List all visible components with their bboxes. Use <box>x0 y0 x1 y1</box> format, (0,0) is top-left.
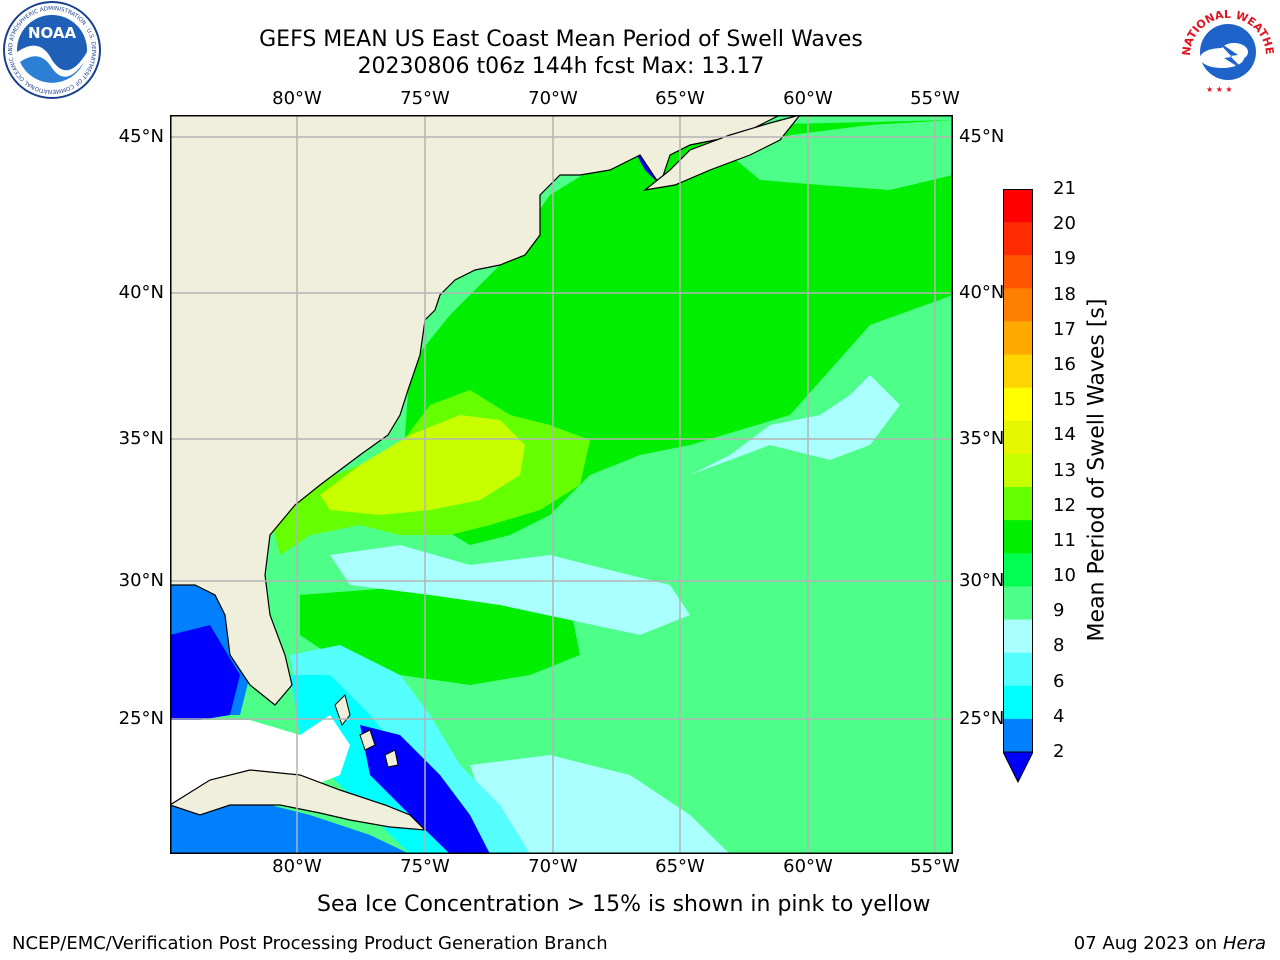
colorbar-level-label: 9 <box>1053 600 1065 622</box>
colorbar-level-label: 17 <box>1053 318 1076 340</box>
lat-label-left: 45°N <box>118 126 164 147</box>
colorbar-level-label: 21 <box>1053 178 1076 199</box>
colorbar-under-arrow <box>1003 751 1033 784</box>
colorbar-band <box>1003 222 1033 256</box>
colorbar-band <box>1003 586 1033 621</box>
ocean-swell-8-9s-east <box>690 375 900 475</box>
sea-ice-note: Sea Ice Concentration > 15% is shown in … <box>317 892 931 917</box>
lat-label-left: 40°N <box>118 282 164 303</box>
lat-lon-grid <box>170 115 953 854</box>
footer-date: 07 Aug 2023 on Hera <box>1074 933 1266 954</box>
colorbar-frame <box>1003 189 1033 753</box>
colorbar-band <box>1003 685 1033 720</box>
colorbar-level-label: 6 <box>1053 670 1065 692</box>
lon-label-top: 75°W <box>400 88 450 109</box>
colorbar-level-label: 13 <box>1053 459 1076 481</box>
colorbar-band <box>1003 619 1033 654</box>
ocean-swell-12-13s <box>320 415 525 515</box>
ocean-swell-8-9s-central <box>330 545 690 635</box>
footer-host: Hera <box>1222 933 1266 954</box>
nws-logo: NATIONAL WEATHER SERVICE ★ ★ ★ <box>1176 0 1276 98</box>
lon-label-top: 80°W <box>272 88 322 109</box>
colorbar-level-label: 12 <box>1053 494 1076 516</box>
ocean-swell-8-9s-south <box>470 755 730 854</box>
lat-label-right: 25°N <box>959 708 1005 729</box>
colorbar-level-label: 2 <box>1053 741 1065 762</box>
lat-label-right: 40°N <box>959 282 1005 303</box>
colorbar <box>1003 189 1033 784</box>
lon-label-bottom: 75°W <box>400 856 450 877</box>
noaa-logo-text: NOAA <box>28 24 77 42</box>
lon-label-top: 60°W <box>783 88 833 109</box>
colorbar-title: Mean Period of Swell Waves [s] <box>1084 298 1110 642</box>
land-nova-scotia <box>642 115 801 191</box>
lat-label-right: 30°N <box>959 570 1005 591</box>
colorbar-band <box>1003 321 1033 356</box>
map-title: GEFS MEAN US East Coast Mean Period of S… <box>259 27 863 52</box>
lon-label-top: 65°W <box>655 88 705 109</box>
colorbar-band <box>1003 420 1033 455</box>
lat-label-left: 25°N <box>118 708 164 729</box>
colorbar-level-label: 16 <box>1053 353 1076 375</box>
colorbar-level-label: 10 <box>1053 565 1076 587</box>
colorbar-band <box>1003 354 1033 389</box>
lon-label-bottom: 70°W <box>528 856 578 877</box>
noaa-logo: NATIONAL OCEANIC AND ATMOSPHERIC ADMINIS… <box>0 0 101 99</box>
colorbar-level-label: 18 <box>1053 283 1076 305</box>
colorbar-level-label: 14 <box>1053 424 1076 446</box>
colorbar-level-label: 8 <box>1053 635 1065 657</box>
colorbar-band <box>1003 288 1033 322</box>
colorbar-band <box>1003 189 1033 223</box>
caribbean-swell-low <box>170 795 410 854</box>
colorbar-level-label: 19 <box>1053 248 1076 270</box>
lon-label-bottom: 65°W <box>655 856 705 877</box>
lon-label-top: 55°W <box>910 88 960 109</box>
lat-label-right: 35°N <box>959 428 1005 449</box>
footer-date-text: 07 Aug 2023 on <box>1073 933 1218 954</box>
colorbar-level-label: 11 <box>1053 529 1076 551</box>
lat-label-left: 35°N <box>118 428 164 449</box>
lon-label-top: 70°W <box>528 88 578 109</box>
lon-label-bottom: 60°W <box>783 856 833 877</box>
lat-label-left: 30°N <box>118 570 164 591</box>
lat-label-right: 45°N <box>959 126 1005 147</box>
colorbar-band <box>1003 453 1033 488</box>
svg-text:★ ★ ★: ★ ★ ★ <box>1206 85 1233 94</box>
colorbar-band <box>1003 718 1033 753</box>
colorbar-level-label: 20 <box>1053 213 1076 235</box>
map-frame <box>170 115 953 854</box>
colorbar-band <box>1003 520 1033 554</box>
footer-credit: NCEP/EMC/Verification Post Processing Pr… <box>12 933 608 954</box>
colorbar-band <box>1003 487 1033 521</box>
colorbar-level-label: 4 <box>1053 705 1065 727</box>
swell-period-map <box>170 115 953 854</box>
colorbar-band <box>1003 255 1033 289</box>
colorbar-band <box>1003 387 1033 422</box>
lon-label-bottom: 55°W <box>910 856 960 877</box>
gulf-swell-below-2s <box>170 625 240 725</box>
land-north-america <box>170 115 781 706</box>
colorbar-band <box>1003 652 1033 687</box>
colorbar-level-label: 15 <box>1053 389 1076 411</box>
lon-label-bottom: 80°W <box>272 856 322 877</box>
map-subtitle: 20230806 t06z 144h fcst Max: 13.17 <box>357 54 765 79</box>
colorbar-band <box>1003 553 1033 587</box>
